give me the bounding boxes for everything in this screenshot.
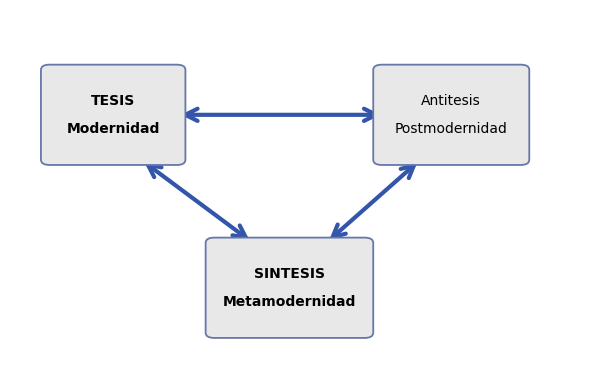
- Text: SINTESIS: SINTESIS: [254, 267, 325, 281]
- Text: Modernidad: Modernidad: [66, 122, 160, 136]
- FancyBboxPatch shape: [41, 65, 185, 165]
- Text: Antitesis: Antitesis: [421, 94, 481, 108]
- FancyBboxPatch shape: [373, 65, 529, 165]
- FancyBboxPatch shape: [206, 238, 373, 338]
- Text: Metamodernidad: Metamodernidad: [223, 295, 356, 309]
- Text: Postmodernidad: Postmodernidad: [395, 122, 507, 136]
- Text: TESIS: TESIS: [91, 94, 135, 108]
